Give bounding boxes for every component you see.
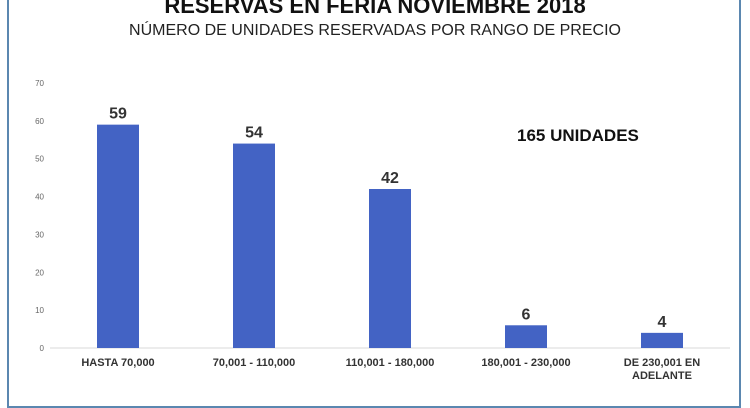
data-label: 6 <box>522 306 531 323</box>
y-tick-label: 50 <box>35 155 44 164</box>
bar <box>641 332 683 348</box>
y-tick-label: 40 <box>35 193 44 202</box>
bar <box>233 143 275 348</box>
data-label: 42 <box>381 170 399 187</box>
total-annotation: 165 UNIDADES <box>517 126 639 145</box>
x-tick-label: 70,001 - 110,000 <box>213 357 296 369</box>
bar <box>505 325 547 348</box>
y-tick-label: 70 <box>35 79 44 88</box>
chart-title: RESERVAS EN FERIA NOVIEMBRE 2018 <box>164 0 586 18</box>
data-label: 54 <box>245 125 263 142</box>
y-tick-label: 20 <box>35 268 44 277</box>
x-tick-label: 180,001 - 230,000 <box>481 357 570 369</box>
y-tick-label: 10 <box>35 306 44 315</box>
data-label: 59 <box>109 106 127 123</box>
data-label: 4 <box>658 314 667 331</box>
chart-subtitle: NÚMERO DE UNIDADES RESERVADAS POR RANGO … <box>129 22 621 39</box>
bar <box>97 124 139 349</box>
x-tick-label: 110,001 - 180,000 <box>346 357 435 369</box>
x-tick-label: DE 230,001 EN <box>624 357 700 369</box>
y-tick-label: 30 <box>35 230 44 239</box>
y-tick-label: 60 <box>35 117 44 126</box>
x-tick-label: ADELANTE <box>632 370 692 382</box>
x-tick-label: HASTA 70,000 <box>81 357 154 369</box>
y-tick-label: 0 <box>40 344 45 353</box>
bar <box>369 189 411 348</box>
